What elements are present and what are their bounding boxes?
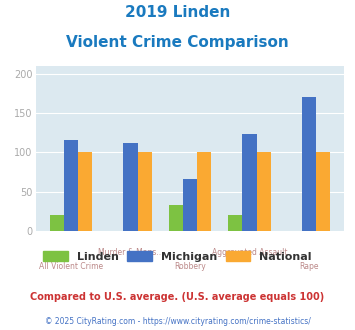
Text: 2019 Linden: 2019 Linden (125, 5, 230, 20)
Bar (123, 143, 138, 231)
Text: Robbery: Robbery (174, 262, 206, 271)
Bar (228, 214, 242, 231)
Text: Violent Crime Comparison: Violent Crime Comparison (66, 35, 289, 50)
Bar (64, 140, 78, 231)
Bar (169, 205, 183, 231)
Bar (197, 152, 211, 231)
Bar (257, 152, 271, 231)
Bar (78, 152, 92, 231)
Legend: Linden, Michigan, National: Linden, Michigan, National (39, 247, 316, 267)
Text: Rape: Rape (299, 262, 319, 271)
Bar (316, 152, 330, 231)
Bar (138, 152, 152, 231)
Text: Compared to U.S. average. (U.S. average equals 100): Compared to U.S. average. (U.S. average … (31, 292, 324, 302)
Text: © 2025 CityRating.com - https://www.cityrating.com/crime-statistics/: © 2025 CityRating.com - https://www.city… (45, 317, 310, 326)
Bar (183, 179, 197, 231)
Bar (50, 214, 64, 231)
Text: Aggravated Assault: Aggravated Assault (212, 248, 287, 257)
Text: All Violent Crime: All Violent Crime (39, 262, 103, 271)
Text: Murder & Mans...: Murder & Mans... (98, 248, 163, 257)
Bar (242, 134, 257, 231)
Bar (302, 97, 316, 231)
